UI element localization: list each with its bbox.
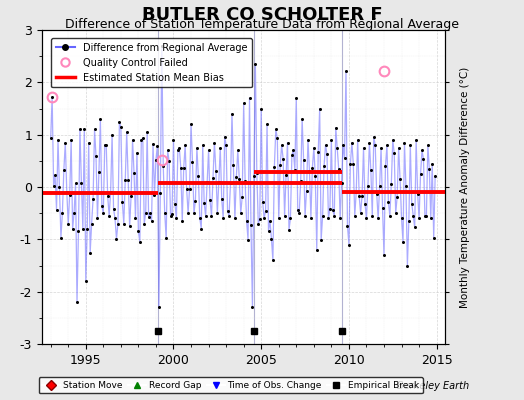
Y-axis label: Monthly Temperature Anomaly Difference (°C): Monthly Temperature Anomaly Difference (…: [460, 66, 470, 308]
Text: BUTLER CO SCHOLTER F: BUTLER CO SCHOLTER F: [141, 6, 383, 24]
Legend: Difference from Regional Average, Quality Control Failed, Estimated Station Mean: Difference from Regional Average, Qualit…: [51, 38, 252, 88]
Text: Berkeley Earth: Berkeley Earth: [397, 381, 469, 391]
Text: Difference of Station Temperature Data from Regional Average: Difference of Station Temperature Data f…: [65, 18, 459, 31]
Legend: Station Move, Record Gap, Time of Obs. Change, Empirical Break: Station Move, Record Gap, Time of Obs. C…: [39, 377, 422, 394]
